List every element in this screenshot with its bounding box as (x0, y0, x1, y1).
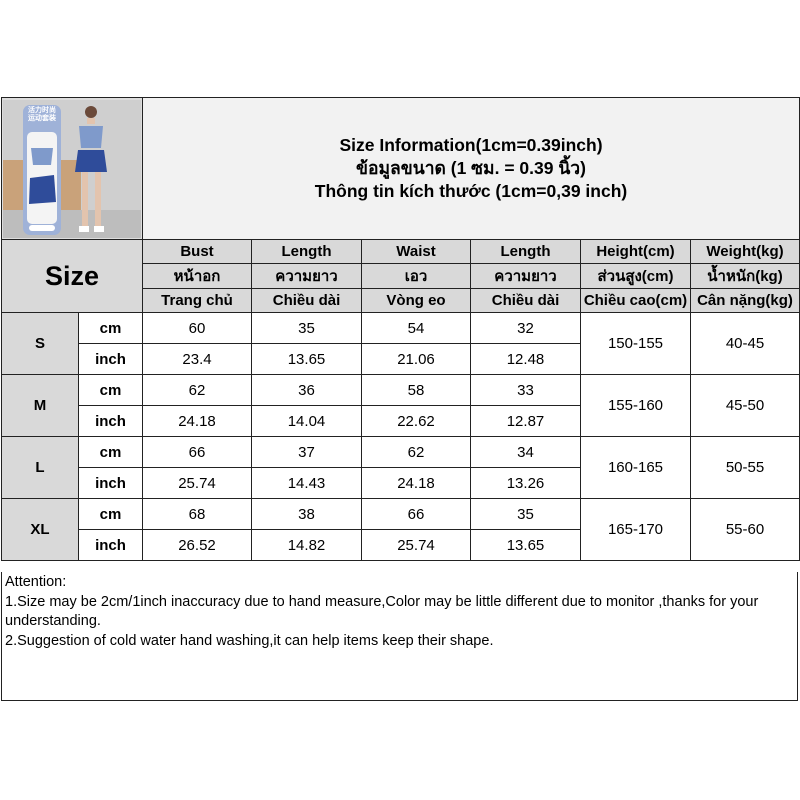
col-header-en: Length (251, 239, 362, 264)
size-header: Size (1, 239, 143, 313)
title-english: Size Information(1cm=0.39inch) (339, 135, 603, 155)
size-label: S (1, 312, 79, 375)
measurement-cell: 37 (251, 436, 362, 468)
col-header-en: Height(cm) (580, 239, 691, 264)
col-header-th: ส่วนสูง(cm) (580, 263, 691, 289)
size-label: L (1, 436, 79, 499)
title-cell: Size Information(1cm=0.39inch) ข้อมูลขนา… (142, 97, 800, 240)
col-header-th: น้ำหนัก(kg) (690, 263, 800, 289)
measurement-cell: 23.4 (142, 343, 252, 375)
attention-line-1: 1.Size may be 2cm/1inch inaccuracy due t… (5, 593, 759, 630)
measurement-cell: 26.52 (142, 529, 252, 561)
attention-heading: Attention: (5, 574, 67, 590)
col-header-th: หน้าอก (142, 263, 252, 289)
table-row: XL cm 68 38 66 35 165-170 55-60 (1, 498, 800, 561)
col-header-vi: Chiều dài (470, 288, 581, 313)
measurement-cell: 66 (142, 436, 252, 468)
product-photo-wrap: 活力时尚 运动套装 (3, 99, 141, 238)
measurement-cell: 24.18 (142, 405, 252, 437)
table-row: inch 26.52 14.82 25.74 13.65 (2, 529, 800, 561)
col-header-vi: Vòng eo (361, 288, 471, 313)
weight-cell: 40-45 (690, 312, 800, 375)
weight-cell: 55-60 (690, 498, 800, 561)
size-label: XL (1, 498, 79, 561)
measurement-cell: 68 (142, 498, 252, 530)
measurement-cell: 34 (470, 436, 581, 468)
measurement-cell: 14.82 (251, 529, 362, 561)
unit-label: cm (78, 498, 143, 530)
measurement-cell: 13.26 (470, 467, 581, 499)
measurement-cell: 38 (251, 498, 362, 530)
measurement-cell: 33 (470, 374, 581, 406)
unit-label: inch (78, 467, 143, 499)
measurement-cell: 24.18 (361, 467, 471, 499)
size-chart: 活力时尚 运动套装 Size Information(1cm=0.39inch)… (1, 97, 800, 561)
unit-label: cm (78, 436, 143, 468)
measurement-cell: 35 (251, 312, 362, 344)
col-header-en: Waist (361, 239, 471, 264)
title-vietnamese: Thông tin kích thước (1cm=0,39 inch) (314, 181, 628, 201)
height-cell: 160-165 (580, 436, 691, 499)
col-header-en: Length (470, 239, 581, 264)
product-image: 活力时尚 运动套装 (1, 97, 143, 240)
table-row: inch 24.18 14.04 22.62 12.87 (2, 405, 800, 437)
measurement-cell: 62 (361, 436, 471, 468)
height-cell: 155-160 (580, 374, 691, 437)
unit-label: inch (78, 343, 143, 375)
height-cell: 165-170 (580, 498, 691, 561)
product-badge-text: 活力时尚 运动套装 (28, 106, 56, 122)
measurement-cell: 21.06 (361, 343, 471, 375)
measurement-cell: 14.43 (251, 467, 362, 499)
measurement-cell: 12.48 (470, 343, 581, 375)
col-header-vi: Cân nặng(kg) (690, 288, 800, 313)
unit-label: cm (78, 312, 143, 344)
product-photo (3, 99, 141, 238)
measurement-cell: 60 (142, 312, 252, 344)
attention-note: Attention: 1.Size may be 2cm/1inch inacc… (1, 572, 798, 701)
measurement-cell: 35 (470, 498, 581, 530)
col-header-th: ความยาว (470, 263, 581, 289)
unit-label: inch (78, 529, 143, 561)
measurement-cell: 66 (361, 498, 471, 530)
col-header-th: ความยาว (251, 263, 362, 289)
title-thai: ข้อมูลขนาด (1 ซม. = 0.39 นิ้ว) (356, 158, 586, 178)
measurement-cell: 62 (142, 374, 252, 406)
measurement-cell: 32 (470, 312, 581, 344)
measurement-cell: 14.04 (251, 405, 362, 437)
unit-label: cm (78, 374, 143, 406)
measurement-cell: 12.87 (470, 405, 581, 437)
col-header-th: เอว (361, 263, 471, 289)
measurement-cell: 25.74 (142, 467, 252, 499)
col-header-vi: Chiều dài (251, 288, 362, 313)
size-label: M (1, 374, 79, 437)
weight-cell: 50-55 (690, 436, 800, 499)
attention-line-2: 2.Suggestion of cold water hand washing,… (5, 632, 494, 649)
measurement-cell: 13.65 (251, 343, 362, 375)
measurement-cell: 36 (251, 374, 362, 406)
table-row: inch 25.74 14.43 24.18 13.26 (2, 467, 800, 499)
unit-label: inch (78, 405, 143, 437)
measurement-cell: 54 (361, 312, 471, 344)
col-header-vi: Chiều cao(cm) (580, 288, 691, 313)
measurement-cell: 13.65 (470, 529, 581, 561)
col-header-en: Bust (142, 239, 252, 264)
measurement-cell: 25.74 (361, 529, 471, 561)
col-header-vi: Trang chủ (142, 288, 252, 313)
height-cell: 150-155 (580, 312, 691, 375)
measurement-cell: 58 (361, 374, 471, 406)
table-row: inch 23.4 13.65 21.06 12.48 (2, 343, 800, 375)
col-header-en: Weight(kg) (690, 239, 800, 264)
weight-cell: 45-50 (690, 374, 800, 437)
measurement-cell: 22.62 (361, 405, 471, 437)
